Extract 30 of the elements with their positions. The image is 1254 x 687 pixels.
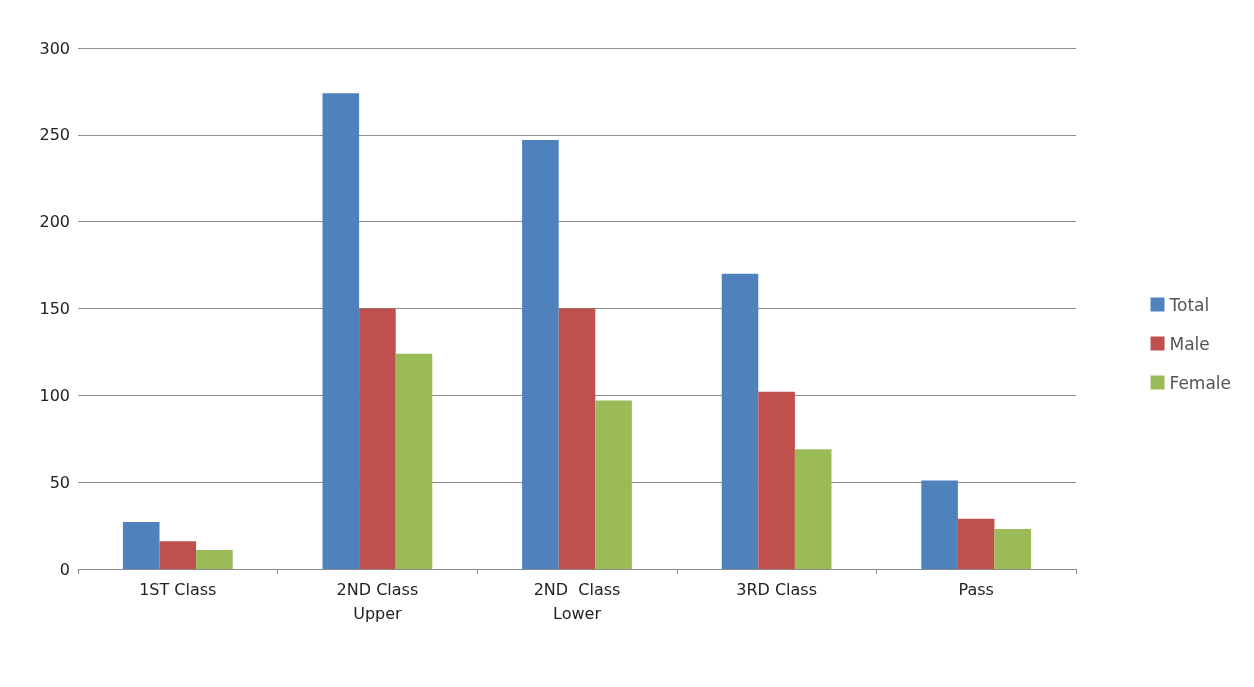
bar xyxy=(359,308,396,569)
legend-label: Male xyxy=(1169,333,1210,354)
legend-label: Total xyxy=(1168,294,1210,315)
y-tick-label: 0 xyxy=(59,559,70,579)
x-tick-label: 2ND Class Upper xyxy=(336,579,419,623)
bar xyxy=(122,522,160,569)
x-tick-label: 3RD Class xyxy=(736,579,817,599)
bar xyxy=(322,93,360,569)
bar xyxy=(159,541,197,569)
y-tick-label: 150 xyxy=(39,299,70,318)
bar xyxy=(957,518,995,569)
bar xyxy=(196,549,233,569)
bar xyxy=(395,353,433,569)
y-tick-label: 300 xyxy=(39,38,70,58)
y-tick-label: 100 xyxy=(39,385,70,405)
y-tick-label: 200 xyxy=(39,212,70,232)
y-tick-label: 250 xyxy=(39,125,70,145)
bar xyxy=(921,480,958,569)
bar xyxy=(794,449,832,569)
bar xyxy=(994,529,1032,569)
legend-label: Female xyxy=(1169,372,1231,393)
bar xyxy=(758,391,795,569)
x-tick-label: Pass xyxy=(958,579,994,599)
bar xyxy=(721,273,759,569)
x-tick-label: 2ND Class Lower xyxy=(533,579,621,623)
x-tick-label: 1ST Class xyxy=(139,579,217,599)
bar xyxy=(595,400,632,569)
y-tick-label: 50 xyxy=(49,472,70,492)
bar xyxy=(558,308,596,569)
bar xyxy=(522,140,559,569)
